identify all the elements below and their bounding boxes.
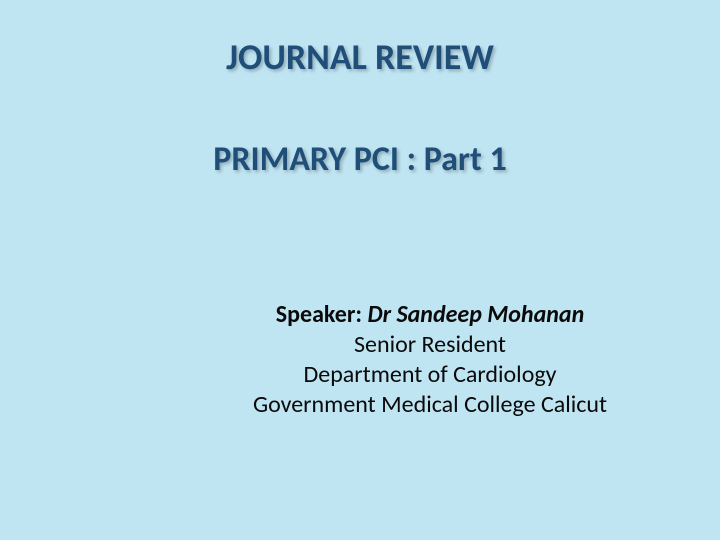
- speaker-label: Speaker:: [276, 300, 368, 329]
- speaker-line-2: Senior Resident: [180, 330, 680, 360]
- speaker-line-3: Department of Cardiology: [180, 360, 680, 390]
- speaker-block: Speaker: Dr Sandeep Mohanan Senior Resid…: [180, 300, 680, 420]
- speaker-line-1: Speaker: Dr Sandeep Mohanan: [180, 300, 680, 330]
- main-title: JOURNAL REVIEW: [60, 35, 660, 79]
- speaker-name: Dr Sandeep Mohanan: [367, 300, 584, 329]
- speaker-line-4: Government Medical College Calicut: [180, 390, 680, 420]
- sub-title: PRIMARY PCI : Part 1: [60, 139, 660, 180]
- slide-container: JOURNAL REVIEW PRIMARY PCI : Part 1 Spea…: [0, 0, 720, 540]
